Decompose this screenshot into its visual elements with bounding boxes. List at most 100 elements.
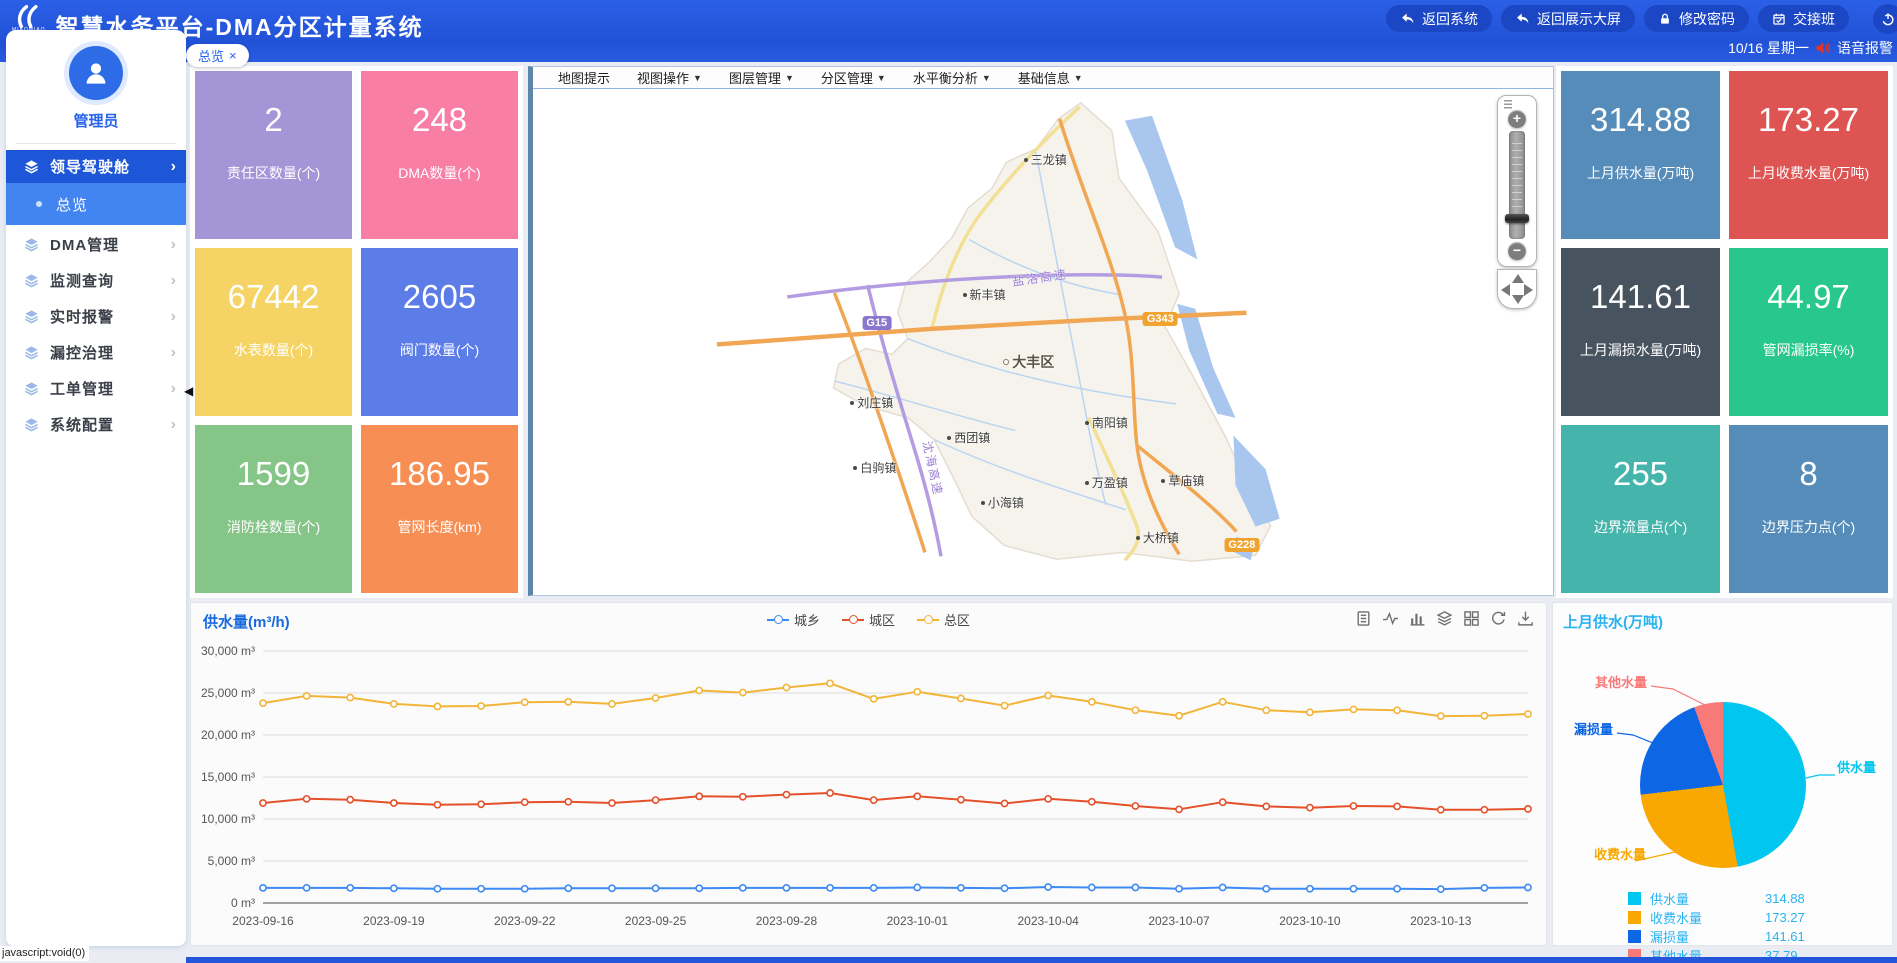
stat-value: 248 [412,101,467,139]
stat-card-边界流量点(个)[interactable]: 255边界流量点(个) [1561,425,1720,593]
sidebar-item-4[interactable]: 实时报警› [6,300,186,333]
tab-close-icon[interactable]: × [229,48,237,63]
tiled-icon[interactable] [1463,610,1480,627]
map-menu-水平衡分析[interactable]: 水平衡分析▼ [913,68,991,87]
sidebar-item-label: 工单管理 [50,378,171,399]
svg-text:2023-10-01: 2023-10-01 [887,914,949,928]
stat-card-上月收费水量(万吨)[interactable]: 173.27上月收费水量(万吨) [1729,71,1888,239]
sidebar-subitem-总览[interactable]: 总览 [6,183,186,225]
map-canvas[interactable]: 三龙镇新丰镇大丰区刘庄镇南阳镇西团镇白驹镇万盈镇 草庙镇小海镇大桥镇 G15 G343… [533,89,1553,590]
map-menu-分区管理[interactable]: 分区管理▼ [821,68,886,87]
stat-card-阀门数量(个)[interactable]: 2605阀门数量(个) [361,248,518,416]
pan-right-arrow[interactable] [1524,284,1533,296]
pie-legend-row-收费水量[interactable]: 收费水量173.27 [1628,908,1805,927]
legend-item-总区[interactable]: 总区 [917,610,970,629]
map-label-大桥镇[interactable]: 大桥镇 [1136,529,1179,546]
header-button-3[interactable]: 修改密码 [1644,5,1749,32]
sidebar-item-5[interactable]: 漏控治理› [6,336,186,369]
map-menu-视图操作[interactable]: 视图操作▼ [637,68,702,87]
legend-item-城乡[interactable]: 城乡 [767,610,820,629]
map-label-南阳镇[interactable]: 南阳镇 [1085,414,1128,431]
header-button-4[interactable]: 交接班 [1758,5,1849,32]
map-menu-图层管理[interactable]: 图层管理▼ [729,68,794,87]
sidebar-item-1[interactable]: 领导驾驶舱› [6,150,186,183]
stat-label: DMA数量(个) [398,163,480,183]
tab-label: 总览 [198,46,224,65]
map-menu-label: 视图操作 [637,68,689,87]
map-label-新丰镇[interactable]: 新丰镇 [963,286,1006,303]
chevron-right-icon: › [171,272,176,290]
download-icon[interactable] [1517,610,1534,627]
pie-legend-swatch [1628,930,1641,943]
pie-legend-row-漏损量[interactable]: 漏损量141.61 [1628,927,1805,946]
stat-card-上月漏损水量(万吨)[interactable]: 141.61上月漏损水量(万吨) [1561,248,1720,416]
pan-down-arrow[interactable] [1512,295,1524,304]
pie-legend-row-供水量[interactable]: 供水量314.88 [1628,889,1805,908]
map-zoom-in-button[interactable]: + [1508,110,1526,128]
stat-card-上月供水量(万吨)[interactable]: 314.88上月供水量(万吨) [1561,71,1720,239]
stat-card-边界压力点(个)[interactable]: 8边界压力点(个) [1729,425,1888,593]
pie-legend-swatch [1628,892,1641,905]
map-zoom-handle[interactable] [1505,214,1529,223]
town-name: 三龙镇 [1031,153,1067,167]
map-menu-基础信息[interactable]: 基础信息▼ [1018,68,1083,87]
pie-chart[interactable] [1640,702,1806,868]
restore-icon[interactable] [1490,610,1507,627]
bar-icon[interactable] [1409,610,1426,627]
sidebar-item-6[interactable]: 工单管理› [6,372,186,405]
stat-card-管网长度(km)[interactable]: 186.95管网长度(km) [361,425,518,593]
map-zoom-out-button[interactable]: − [1508,242,1526,260]
header-button-1[interactable]: 返回系统 [1386,5,1492,32]
road-badge-G343: G343 [1143,312,1178,326]
sidebar-item-7[interactable]: 系统配置› [6,408,186,441]
legend-item-城区[interactable]: 城区 [842,610,895,629]
town-marker-dot [1003,359,1009,365]
stat-card-水表数量(个)[interactable]: 67442水表数量(个) [195,248,352,416]
avatar[interactable] [69,46,123,100]
stat-card-管网漏损率(%)[interactable]: 44.97管网漏损率(%) [1729,248,1888,416]
map-label-三龙镇[interactable]: 三龙镇 [1024,151,1067,168]
stat-value: 67442 [228,278,320,316]
zoom-menu-dots-icon[interactable] [1504,100,1512,110]
data-view-icon[interactable] [1355,610,1372,627]
header-button-label: 修改密码 [1679,9,1735,29]
line-series-总区 [263,683,1528,716]
sidebar-item-2[interactable]: DMA管理› [6,228,186,261]
map-menu-地图提示[interactable]: 地图提示 [558,68,610,87]
line-series-城区 [263,793,1528,810]
map-label-大丰区[interactable]: 大丰区 [1003,352,1054,372]
map-label-白驹镇[interactable]: 白驹镇 [853,459,896,476]
bullet-dot [36,201,42,207]
map-label-小海镇[interactable]: 小海镇 [981,494,1024,511]
stat-value: 8 [1799,455,1817,493]
stat-card-消防栓数量(个)[interactable]: 1599消防栓数量(个) [195,425,352,593]
stack-icon[interactable] [1436,610,1453,627]
stat-card-责任区数量(个)[interactable]: 2责任区数量(个) [195,71,352,239]
app-logo: MIAOMIAO [12,5,46,33]
map-zoom-track[interactable] [1509,131,1525,239]
layers-icon [24,381,50,396]
map-toolbar: 地图提示 视图操作▼ 图层管理▼ 分区管理▼ 水平衡分析▼ 基础信息▼ [533,67,1553,89]
sidebar-item-3[interactable]: 监测查询› [6,264,186,297]
road-badge-G15: G15 [862,316,891,330]
header-button-2[interactable]: 返回展示大屏 [1501,5,1635,32]
line-chart[interactable]: 0 m³5,000 m³10,000 m³15,000 m³20,000 m³2… [191,635,1546,945]
speaker-icon[interactable] [1815,41,1831,55]
power-button[interactable] [1873,4,1897,34]
sidebar-collapse-handle[interactable]: ◀ [184,384,193,398]
layers-icon [24,237,50,252]
tab-overview[interactable]: 总览 × [186,44,249,67]
map-label-万盈镇[interactable]: 万盈镇 [1085,474,1128,491]
map-label-草庙镇[interactable]: 草庙镇 [1161,472,1204,489]
pan-up-arrow[interactable] [1512,274,1524,283]
voice-alarm-label[interactable]: 语音报警 [1837,38,1893,58]
stat-card-DMA数量(个)[interactable]: 248 DMA数量(个) [361,71,518,239]
date-label: 10/16 星期一 [1728,38,1809,58]
map-label-西团镇[interactable]: 西团镇 [947,429,990,446]
pulse-icon[interactable] [1382,610,1399,627]
map-label-刘庄镇[interactable]: 刘庄镇 [850,394,893,411]
pan-left-arrow[interactable] [1501,284,1510,296]
header-button-label: 返回系统 [1422,9,1478,29]
town-marker-dot [1024,158,1028,162]
layers-icon [24,309,50,324]
